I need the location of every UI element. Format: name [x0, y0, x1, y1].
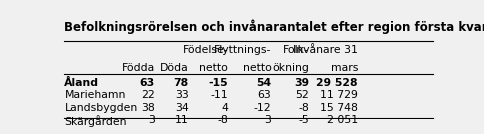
Text: netto: netto [199, 62, 228, 72]
Text: 22: 22 [141, 90, 155, 100]
Text: Döda: Döda [160, 62, 188, 72]
Text: 15 748: 15 748 [319, 103, 357, 113]
Text: 39: 39 [293, 78, 308, 88]
Text: 11 729: 11 729 [319, 90, 357, 100]
Text: netto: netto [242, 62, 271, 72]
Text: -12: -12 [253, 103, 271, 113]
Text: mars: mars [330, 62, 357, 72]
Text: 11: 11 [175, 115, 188, 125]
Text: ökning: ökning [272, 62, 308, 72]
Text: 2 051: 2 051 [326, 115, 357, 125]
Text: -8: -8 [298, 103, 308, 113]
Text: 52: 52 [295, 90, 308, 100]
Text: Folk-: Folk- [283, 45, 308, 55]
Text: -11: -11 [210, 90, 228, 100]
Text: 78: 78 [173, 78, 188, 88]
Text: 34: 34 [175, 103, 188, 113]
Text: 3: 3 [148, 115, 155, 125]
Text: 63: 63 [257, 90, 271, 100]
Text: 38: 38 [141, 103, 155, 113]
Text: Landsbygden: Landsbygden [64, 103, 137, 113]
Text: 63: 63 [139, 78, 155, 88]
Text: -5: -5 [298, 115, 308, 125]
Text: Flyttnings-: Flyttnings- [213, 45, 271, 55]
Text: Mariehamn: Mariehamn [64, 90, 125, 100]
Text: Invånare 31: Invånare 31 [292, 45, 357, 55]
Text: -15: -15 [208, 78, 228, 88]
Text: Åland: Åland [64, 78, 99, 88]
Text: Befolkningsrörelsen och invånarantalet efter region första kvartalet 2018: Befolkningsrörelsen och invånarantalet e… [64, 19, 484, 34]
Text: 4: 4 [221, 103, 228, 113]
Text: 54: 54 [256, 78, 271, 88]
Text: 33: 33 [175, 90, 188, 100]
Text: Födelse-: Födelse- [182, 45, 228, 55]
Text: 3: 3 [264, 115, 271, 125]
Text: Födda: Födda [121, 62, 155, 72]
Text: Skärgården: Skärgården [64, 115, 127, 127]
Text: 29 528: 29 528 [316, 78, 357, 88]
Text: -8: -8 [217, 115, 228, 125]
